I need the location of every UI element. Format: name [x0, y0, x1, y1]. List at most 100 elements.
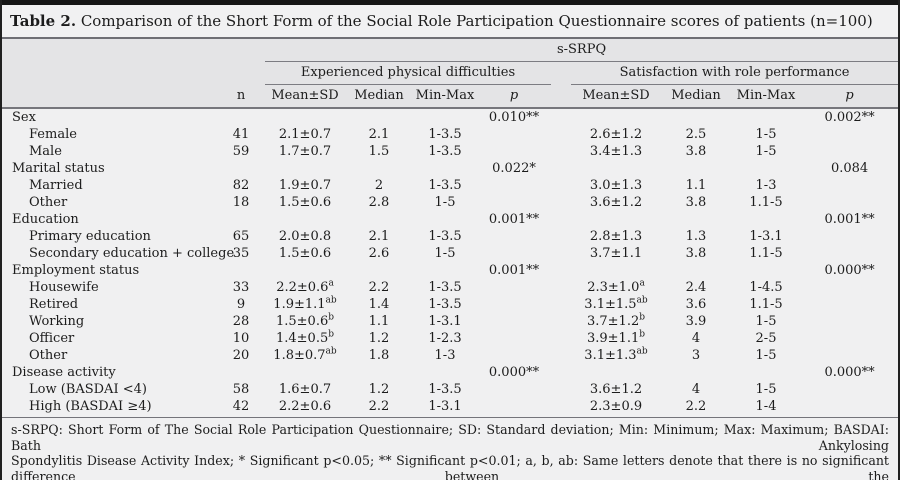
cell-minmax-2: 1-3 [755, 178, 777, 193]
cell-median-2 [661, 160, 731, 177]
cell-mean-sd-1: 1.5±0.6 [278, 246, 332, 261]
cell-mean-sd-2: 2.3±0.9 [589, 399, 643, 414]
table-number: Table 2. [10, 12, 77, 30]
group-gap-cell [551, 330, 571, 347]
cell-p-2 [801, 143, 898, 160]
section-row: Marital status 0.022* 0.084 [2, 160, 898, 177]
cell-mean-sd-1: 1.8±0.7ab [273, 346, 337, 363]
row-label: Female [29, 127, 77, 142]
col-header-median-2: Median [661, 84, 731, 109]
cell-n [217, 211, 265, 228]
group-letter-sup: ab [325, 295, 337, 306]
cell-minmax-1: 1-2.3 [428, 331, 462, 346]
col-header-mean-2: Mean±SD [571, 84, 661, 109]
row-label: Primary education [29, 229, 151, 244]
cell-mean-sd-1: 1.9±0.7 [278, 178, 332, 193]
cell-minmax-2: 1-4 [755, 399, 777, 414]
cell-p-2 [801, 279, 898, 296]
cell-mean-sd-1: 1.5±0.6 [278, 195, 332, 210]
group-gap-cell [551, 84, 571, 109]
data-row: Working 28 1.5±0.6b 1.1 1-3.1 3.7±1.2b 3.9 1-5 [2, 313, 898, 330]
cell-p-1: 0.001** [488, 212, 540, 227]
row-label: Disease activity [12, 365, 116, 380]
top-rule-bar [0, 0, 900, 5]
data-row: Male 59 1.7±0.7 1.5 1-3.5 3.4±1.3 3.8 1-5 [2, 143, 898, 160]
cell-n: 20 [232, 348, 250, 363]
footnote-line: Spondylitis Disease Activity Index; * Si… [11, 453, 889, 480]
cell-median-2: 3 [691, 348, 701, 363]
col-header-mean-1: Mean±SD [265, 84, 345, 109]
group-letter-sup: b [328, 329, 334, 340]
cell-n: 28 [232, 314, 250, 329]
cell-n: 9 [236, 297, 246, 312]
srpq-header: s-SRPQ [265, 39, 899, 62]
col-header-n: n [217, 84, 265, 109]
data-row: High (BASDAI ≥4) 42 2.2±0.6 2.2 1-3.1 2.3±0.9… [2, 398, 898, 415]
data-row: Low (BASDAI <4) 58 1.6±0.7 1.2 1-3.5 3.6±1.2 4… [2, 381, 898, 398]
group-gap-cell [551, 398, 571, 415]
cell-mean-sd-2: 3.6±1.2 [589, 382, 643, 397]
cell-n: 42 [232, 399, 250, 414]
cell-median-1: 2.6 [368, 246, 390, 261]
cell-n [217, 262, 265, 279]
data-row: Married 82 1.9±0.7 2 1-3.5 3.0±1.3 1.1 1-3 [2, 177, 898, 194]
group-header-row: Experienced physical difficulties Satisf… [2, 61, 899, 85]
cell-mean-sd-1: 1.5±0.6b [275, 312, 334, 329]
cell-minmax-2: 1.1-5 [749, 246, 783, 261]
group-gap-cell [551, 126, 571, 143]
cell-n: 10 [232, 331, 250, 346]
cell-p-1 [477, 228, 551, 245]
cell-median-1: 1.1 [368, 314, 390, 329]
cell-minmax-1: 1-3.1 [428, 314, 462, 329]
cell-mean-sd-2 [571, 211, 661, 228]
cell-p-1 [477, 381, 551, 398]
group-letter-sup: ab [636, 346, 648, 357]
cell-p-1 [477, 398, 551, 415]
col-header-minmax-1: Min-Max [413, 84, 477, 109]
cell-minmax-1 [413, 108, 477, 126]
cell-mean-sd-2: 2.8±1.3 [589, 229, 643, 244]
blank-header-cell [2, 61, 265, 85]
cell-p-2 [801, 245, 898, 262]
group-letter-sup: a [639, 278, 645, 289]
group-gap-cell [551, 262, 571, 279]
cell-p-2 [801, 381, 898, 398]
cell-p-1 [477, 143, 551, 160]
cell-median-2: 4 [691, 331, 701, 346]
cell-median-2 [661, 262, 731, 279]
cell-mean-sd-1: 1.4±0.5b [275, 329, 334, 346]
group-letter-sup: ab [325, 346, 337, 357]
cell-mean-sd-2 [571, 364, 661, 381]
footnote-line: s-SRPQ: Short Form of The Social Role Pa… [11, 422, 889, 453]
cell-p-1 [477, 194, 551, 211]
cell-minmax-2: 1-5 [755, 348, 777, 363]
row-label: Secondary education + college [29, 246, 235, 261]
cell-p-1 [477, 347, 551, 364]
group-gap-cell [551, 228, 571, 245]
cell-mean-sd-1 [265, 160, 345, 177]
group-letter-sup: b [639, 329, 645, 340]
group-gap-cell [551, 177, 571, 194]
cell-n: 18 [232, 195, 250, 210]
row-label: Low (BASDAI <4) [29, 382, 147, 397]
group-gap-cell [551, 108, 571, 126]
cell-mean-sd-1 [265, 211, 345, 228]
cell-p-1: 0.010** [488, 110, 540, 125]
section-row: Disease activity 0.000** 0.000** [2, 364, 898, 381]
data-row: Secondary education + college 35 1.5±0.6 2.… [2, 245, 898, 262]
cell-n: 35 [232, 246, 250, 261]
data-row: Officer 10 1.4±0.5b 1.2 1-2.3 3.9±1.1b 4 2-5 [2, 330, 898, 347]
cell-p-1 [477, 279, 551, 296]
cell-p-1 [477, 330, 551, 347]
cell-minmax-2: 1.1-5 [749, 195, 783, 210]
row-label: Other [29, 348, 68, 363]
row-label: Other [29, 195, 68, 210]
group-letter-sup: ab [636, 295, 648, 306]
row-label: Officer [29, 331, 75, 346]
table-header: s-SRPQ Experienced physical difficulties… [2, 39, 899, 109]
cell-minmax-1 [413, 211, 477, 228]
cell-n: 59 [232, 144, 250, 159]
cell-minmax-1: 1-3.1 [428, 399, 462, 414]
section-row: Education 0.001** 0.001** [2, 211, 898, 228]
